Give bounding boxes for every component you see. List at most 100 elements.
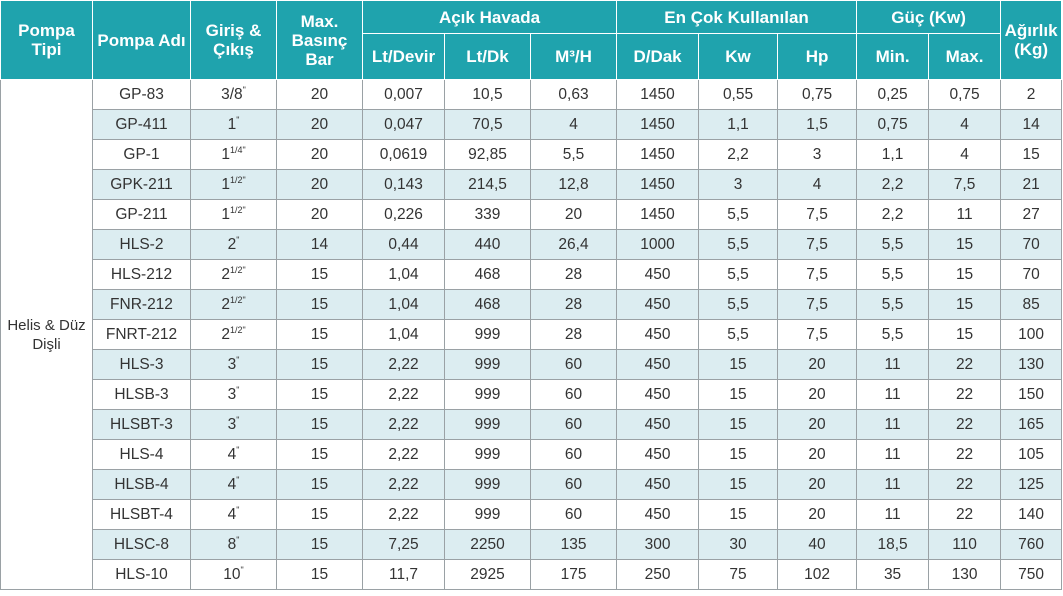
table-row: GP-1 11/4" 20 0,0619 92,85 5,5 1450 2,2 3 1,1 4 15	[1, 139, 1063, 170]
cell-inlet-outlet: 2"	[190, 229, 277, 260]
cell-pump-name: HLS-212	[92, 259, 191, 290]
cell-max-pressure: 15	[276, 529, 363, 560]
cell-inlet-outlet: 8"	[190, 529, 277, 560]
cell-lt-min: 10,5	[444, 79, 531, 110]
cell-kw: 1,1	[698, 109, 779, 140]
size-main: 3	[227, 415, 237, 433]
cell-power-min: 11	[856, 439, 930, 470]
cell-rpm: 450	[616, 259, 700, 290]
cell-max-pressure: 20	[276, 109, 363, 140]
cell-power-min: 1,1	[856, 139, 930, 170]
cell-weight: 27	[1000, 199, 1063, 230]
cell-max-pressure: 15	[276, 559, 363, 590]
table-row: HLSBT-4 4" 15 2,22 999 60 450 15 20 11 22 140	[1, 499, 1063, 530]
cell-max-pressure: 15	[276, 379, 363, 410]
cell-max-pressure: 15	[276, 469, 363, 500]
size-fraction: "	[236, 534, 240, 545]
cell-rpm: 450	[616, 349, 700, 380]
cell-weight: 760	[1000, 529, 1063, 560]
cell-hp: 7,5	[777, 199, 858, 230]
cell-inlet-outlet: 1"	[190, 109, 277, 140]
cell-inlet-outlet: 11/2"	[190, 199, 277, 230]
size-main: 3	[227, 355, 237, 373]
cell-power-max: 22	[928, 499, 1002, 530]
cell-power-min: 18,5	[856, 529, 930, 560]
cell-lt-rev: 2,22	[362, 439, 445, 470]
cell-rpm: 450	[616, 379, 700, 410]
cell-kw: 5,5	[698, 259, 779, 290]
cell-weight: 14	[1000, 109, 1063, 140]
table-row: HLSC-8 8" 15 7,25 2250 135 300 30 40 18,5 110 760	[1, 529, 1063, 560]
cell-power-max: 22	[928, 469, 1002, 500]
cell-lt-min: 999	[444, 439, 531, 470]
header-m3-h: M³/H	[529, 33, 618, 80]
cell-power-max: 15	[928, 319, 1002, 350]
cell-m3-h: 60	[529, 499, 618, 530]
cell-kw: 0,55	[698, 79, 779, 110]
cell-pump-name: HLSB-3	[92, 379, 191, 410]
cell-pump-name: HLSC-8	[92, 529, 191, 560]
cell-rpm: 250	[616, 559, 700, 590]
cell-m3-h: 28	[529, 259, 618, 290]
cell-pump-name: GP-211	[92, 199, 191, 230]
cell-m3-h: 26,4	[529, 229, 618, 260]
cell-lt-min: 214,5	[444, 169, 531, 200]
cell-kw: 3	[698, 169, 779, 200]
size-main: 2	[227, 235, 237, 253]
cell-lt-min: 339	[444, 199, 531, 230]
cell-power-min: 11	[856, 409, 930, 440]
cell-m3-h: 5,5	[529, 139, 618, 170]
cell-max-pressure: 20	[276, 199, 363, 230]
cell-power-min: 11	[856, 349, 930, 380]
size-main: 3/8	[221, 85, 243, 103]
table-body: Helis & Düz Dişli GP-83 3/8" 20 0,007 10,5 0,6…	[0, 79, 1063, 590]
cell-hp: 7,5	[777, 289, 858, 320]
cell-lt-rev: 2,22	[362, 349, 445, 380]
table-row: GPK-211 11/2" 20 0,143 214,5 12,8 1450 3 4 2,2 7,5…	[1, 169, 1063, 200]
cell-hp: 0,75	[777, 79, 858, 110]
cell-max-pressure: 15	[276, 439, 363, 470]
cell-power-min: 11	[856, 499, 930, 530]
cell-lt-min: 999	[444, 379, 531, 410]
cell-lt-rev: 7,25	[362, 529, 445, 560]
cell-inlet-outlet: 3"	[190, 379, 277, 410]
size-fraction: "	[236, 444, 240, 455]
cell-hp: 20	[777, 469, 858, 500]
cell-weight: 70	[1000, 259, 1063, 290]
header-power: Güç (Kw)	[856, 0, 1002, 34]
cell-power-max: 22	[928, 379, 1002, 410]
cell-hp: 3	[777, 139, 858, 170]
cell-weight: 105	[1000, 439, 1063, 470]
cell-weight: 21	[1000, 169, 1063, 200]
cell-power-min: 11	[856, 379, 930, 410]
cell-m3-h: 60	[529, 349, 618, 380]
header-lt-rev: Lt/Devir	[362, 33, 445, 80]
table-row: HLS-212 21/2" 15 1,04 468 28 450 5,5 7,5 5,5 15 70	[1, 259, 1063, 290]
cell-power-max: 15	[928, 259, 1002, 290]
cell-max-pressure: 15	[276, 349, 363, 380]
table-row: HLS-10 10" 15 11,7 2925 175 250 75 102 35 130 750	[1, 559, 1063, 590]
header-weight: Ağırlık (Kg)	[1000, 0, 1063, 80]
cell-power-max: 15	[928, 289, 1002, 320]
cell-m3-h: 135	[529, 529, 618, 560]
cell-power-max: 7,5	[928, 169, 1002, 200]
cell-weight: 150	[1000, 379, 1063, 410]
cell-max-pressure: 15	[276, 259, 363, 290]
cell-inlet-outlet: 11/4"	[190, 139, 277, 170]
cell-max-pressure: 14	[276, 229, 363, 260]
cell-m3-h: 60	[529, 379, 618, 410]
table-row: HLS-3 3" 15 2,22 999 60 450 15 20 11 22 130	[1, 349, 1063, 380]
cell-rpm: 1000	[616, 229, 700, 260]
cell-weight: 130	[1000, 349, 1063, 380]
cell-lt-min: 70,5	[444, 109, 531, 140]
cell-lt-min: 92,85	[444, 139, 531, 170]
cell-rpm: 450	[616, 319, 700, 350]
header-power-min: Min.	[856, 33, 930, 80]
cell-max-pressure: 20	[276, 79, 363, 110]
header-lt-min: Lt/Dk	[444, 33, 531, 80]
cell-m3-h: 60	[529, 409, 618, 440]
cell-hp: 20	[777, 379, 858, 410]
cell-lt-rev: 11,7	[362, 559, 445, 590]
header-pump-name: Pompa Adı	[92, 0, 191, 80]
size-main: 1	[221, 175, 230, 193]
